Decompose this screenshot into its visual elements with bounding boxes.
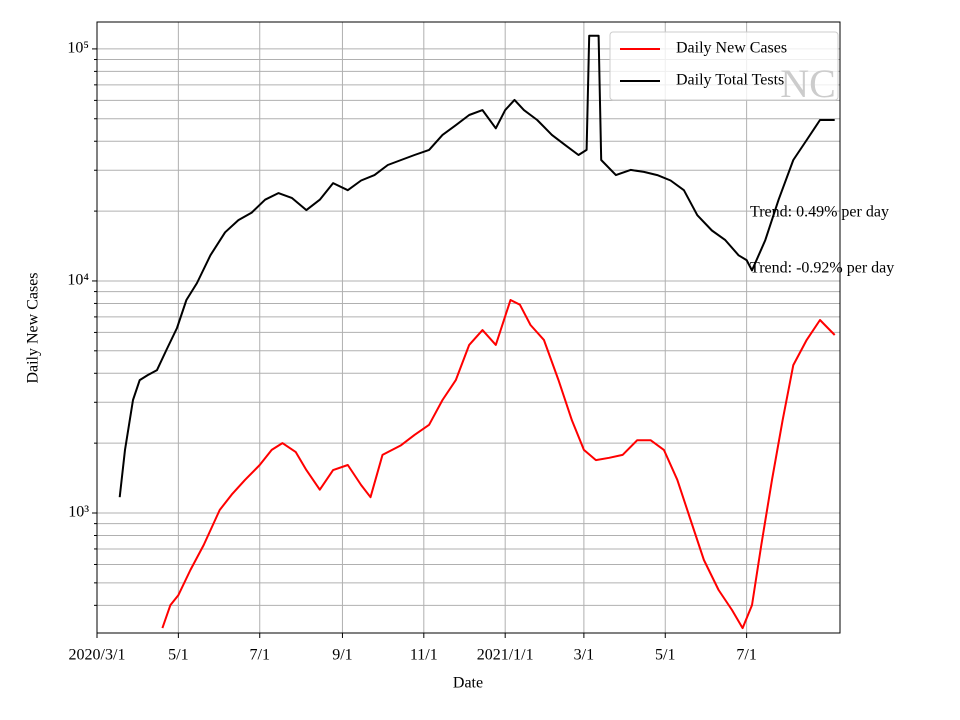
x-tick-label: 7/1 xyxy=(250,647,270,664)
x-axis-label: Date xyxy=(453,675,483,692)
x-tick-label: 7/1 xyxy=(736,647,756,664)
y-tick-label: 10⁴ xyxy=(67,272,89,289)
x-tick-label: 2020/3/1 xyxy=(69,647,126,664)
x-tick-label: 11/1 xyxy=(410,647,438,664)
x-tick-label: 5/1 xyxy=(655,647,675,664)
y-tick-label: 10⁵ xyxy=(67,40,89,57)
x-tick-label: 3/1 xyxy=(574,647,594,664)
legend-box xyxy=(609,31,839,101)
y-axis-label: Daily New Cases xyxy=(25,272,42,383)
x-tick-label: 2021/1/1 xyxy=(477,647,534,664)
series-line xyxy=(161,299,836,630)
x-tick-label: 5/1 xyxy=(168,647,188,664)
annotation: Trend: 0.49% per day xyxy=(750,204,889,221)
legend-label: Daily New Cases xyxy=(676,40,787,57)
plot-frame xyxy=(96,21,841,634)
x-tick-label: 9/1 xyxy=(332,647,352,664)
annotation: Trend: -0.92% per day xyxy=(750,260,894,277)
y-tick-label: 10³ xyxy=(68,504,89,521)
series-line xyxy=(118,34,835,498)
legend-label: Daily Total Tests xyxy=(676,72,784,89)
legend: Daily New Cases Daily Total Tests xyxy=(609,31,839,101)
plot-area xyxy=(118,34,836,630)
